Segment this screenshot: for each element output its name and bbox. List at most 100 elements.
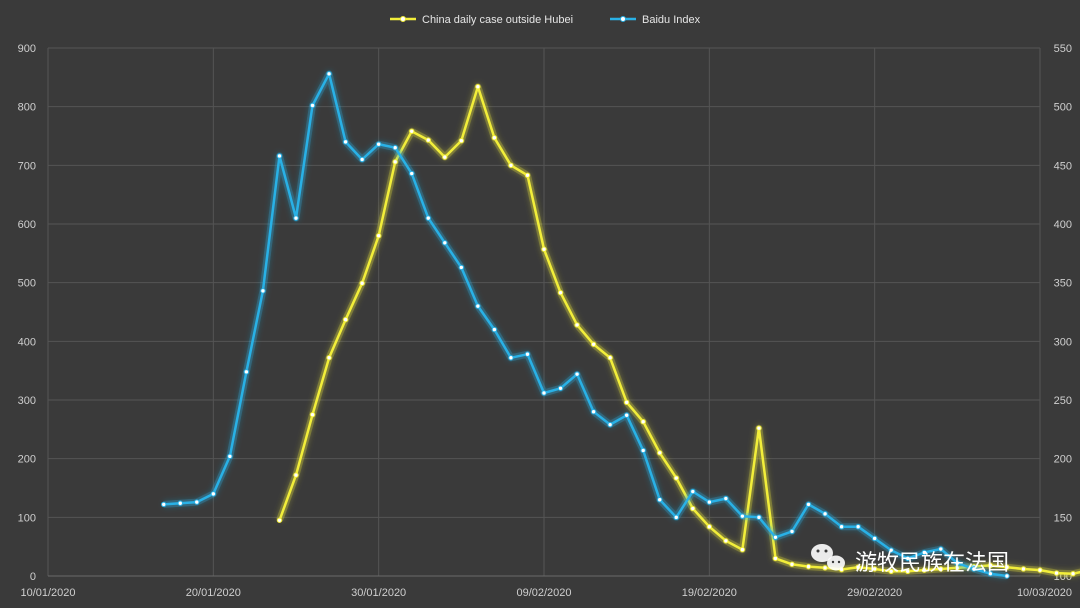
data-point <box>1070 570 1076 577</box>
data-point <box>326 71 332 77</box>
data-point <box>789 561 795 567</box>
data-point <box>640 447 646 454</box>
data-point <box>425 215 431 221</box>
data-point <box>739 513 746 519</box>
data-point <box>623 399 630 406</box>
data-point <box>723 538 729 544</box>
x-tick-label: 09/02/2020 <box>516 587 571 599</box>
data-point <box>789 528 795 535</box>
data-point <box>987 570 994 577</box>
y-right-tick-label: 200 <box>1054 454 1072 466</box>
data-point <box>409 128 415 135</box>
data-point <box>359 156 365 163</box>
data-point <box>276 517 283 523</box>
y-left-tick-label: 0 <box>30 571 36 583</box>
y-right-tick-label: 250 <box>1054 395 1072 407</box>
y-left-tick-label: 900 <box>18 43 36 55</box>
data-point <box>524 172 531 179</box>
data-point <box>491 326 498 333</box>
data-point <box>392 145 398 151</box>
legend-label: China daily case outside Hubei <box>422 14 573 26</box>
x-tick-label: 20/01/2020 <box>186 587 241 599</box>
data-point <box>706 499 713 505</box>
data-point <box>888 547 894 553</box>
data-point <box>805 563 812 570</box>
data-point <box>921 549 927 556</box>
wechat-icon <box>811 544 845 571</box>
series-line <box>163 72 1008 578</box>
y-axis-left: 0 100 200 300 400 500 600 700 800 900 <box>18 43 36 583</box>
series-china-daily-case <box>276 83 1080 578</box>
data-point <box>475 84 481 90</box>
data-point <box>458 264 465 271</box>
data-point <box>805 501 812 508</box>
data-point <box>161 501 167 508</box>
data-point <box>1020 566 1027 572</box>
data-point <box>590 341 597 347</box>
data-point <box>508 355 514 361</box>
data-point <box>293 472 299 478</box>
data-point <box>210 491 217 497</box>
y-left-tick-label: 800 <box>18 102 36 114</box>
data-point <box>375 141 382 147</box>
data-point <box>871 566 878 572</box>
data-point <box>871 535 878 542</box>
data-point <box>954 560 961 566</box>
data-point <box>822 565 828 571</box>
data-point <box>855 564 861 570</box>
y-right-tick-label: 550 <box>1054 43 1072 55</box>
x-tick-label: 29/02/2020 <box>847 587 902 599</box>
data-point <box>557 289 564 296</box>
data-point <box>326 355 332 361</box>
data-point <box>574 371 580 377</box>
data-point <box>458 137 465 144</box>
y-right-tick-label: 300 <box>1054 336 1072 348</box>
data-point <box>690 505 696 512</box>
gridlines <box>47 47 1041 577</box>
data-point <box>260 288 266 294</box>
data-point <box>508 162 514 169</box>
data-point <box>557 385 564 391</box>
data-point <box>772 555 779 562</box>
y-left-tick-label: 300 <box>18 395 36 407</box>
y-right-tick-label: 400 <box>1054 219 1072 231</box>
data-point <box>574 322 580 328</box>
data-point <box>607 355 613 361</box>
data-point <box>623 412 630 418</box>
data-point <box>838 524 845 530</box>
data-point <box>1004 564 1010 570</box>
data-point <box>1004 573 1010 579</box>
series-lines <box>161 70 1080 580</box>
data-point <box>1037 567 1043 573</box>
data-point <box>938 566 944 572</box>
data-point <box>888 568 894 575</box>
data-point <box>590 409 597 415</box>
data-point <box>491 135 498 141</box>
data-point <box>227 453 233 460</box>
legend-marker <box>620 16 626 22</box>
data-point <box>276 153 283 159</box>
watermark-text: 游牧民族在法国 <box>855 551 1009 576</box>
data-point <box>392 159 398 165</box>
data-point <box>359 280 365 286</box>
data-point <box>657 497 663 503</box>
data-point <box>425 137 431 143</box>
data-point <box>971 566 977 572</box>
data-point <box>541 246 547 252</box>
data-point <box>987 562 994 569</box>
y-left-tick-label: 200 <box>18 454 36 466</box>
y-left-tick-label: 500 <box>18 278 36 290</box>
x-axis: 10/01/2020 20/01/2020 30/01/2020 09/02/2020… <box>20 587 1072 599</box>
series-baidu-index <box>161 70 1010 580</box>
data-point <box>342 316 349 323</box>
data-point <box>640 419 646 425</box>
y-right-tick-label: 500 <box>1054 102 1072 114</box>
data-point <box>905 568 911 575</box>
data-point <box>772 534 779 540</box>
y-right-tick-label: 350 <box>1054 278 1072 290</box>
data-point <box>524 351 531 357</box>
data-point <box>309 102 316 109</box>
legend: China daily case outside Hubei Baidu Inde… <box>390 14 701 26</box>
y-left-tick-label: 100 <box>18 512 36 524</box>
